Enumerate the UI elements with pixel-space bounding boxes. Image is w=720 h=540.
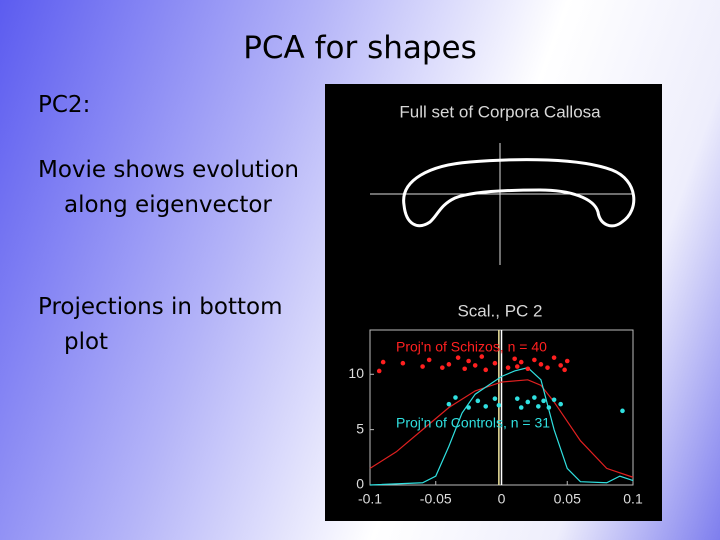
series-label: Proj'n of Controls, n = 31 (396, 415, 550, 431)
point (505, 365, 511, 370)
point (440, 365, 445, 370)
chart-title: Scal., PC 2 (457, 301, 542, 320)
point (446, 401, 452, 407)
point (545, 365, 550, 370)
y-tick-label: 5 (356, 420, 364, 436)
point (466, 358, 471, 364)
point (564, 358, 570, 364)
point (462, 366, 467, 372)
point (551, 355, 557, 360)
bullet: Movie shows evolution along eigenvector (38, 157, 299, 218)
point (562, 367, 567, 373)
point (483, 367, 489, 373)
series-label: Proj'n of Schizos, n = 40 (396, 339, 547, 355)
point (538, 362, 544, 367)
point (496, 402, 502, 408)
point (446, 362, 452, 367)
point (558, 401, 563, 407)
slide-title: PCA for shapes (243, 30, 477, 66)
x-tick-label: 0.1 (623, 491, 643, 507)
point (472, 363, 478, 368)
point (455, 355, 461, 360)
density-curve (369, 379, 634, 478)
point (512, 356, 517, 362)
point (479, 354, 485, 359)
bullet: Projections in bottom plot (38, 294, 283, 355)
y-tick-label: 10 (348, 365, 364, 381)
point (620, 408, 625, 414)
point (483, 404, 489, 409)
point (551, 397, 557, 403)
point (492, 360, 498, 366)
bullet: PC2: (38, 92, 91, 118)
y-tick-label: 0 (356, 476, 364, 492)
point (546, 405, 552, 410)
point (525, 399, 531, 405)
x-tick-label: 0.05 (554, 491, 581, 507)
density-curve (369, 366, 634, 486)
point (525, 366, 531, 372)
point (514, 364, 520, 369)
point (426, 357, 432, 363)
point (558, 363, 563, 368)
point (400, 360, 406, 366)
point (518, 405, 524, 410)
x-tick-label: 0 (498, 491, 506, 507)
point (541, 398, 546, 404)
point (376, 368, 382, 374)
point (492, 396, 498, 401)
figure-title: Full set of Corpora Callosa (399, 102, 601, 121)
point (475, 398, 481, 404)
point (532, 395, 537, 400)
point (514, 396, 520, 401)
point (532, 357, 537, 363)
point (518, 359, 524, 365)
shape-outline (402, 158, 636, 228)
point (466, 405, 471, 410)
x-tick-label: -0.1 (358, 491, 382, 507)
point (453, 395, 458, 400)
x-tick-label: -0.05 (420, 491, 452, 507)
figure-panel (325, 84, 662, 521)
point (380, 359, 386, 365)
point (420, 364, 425, 369)
point (536, 404, 541, 409)
